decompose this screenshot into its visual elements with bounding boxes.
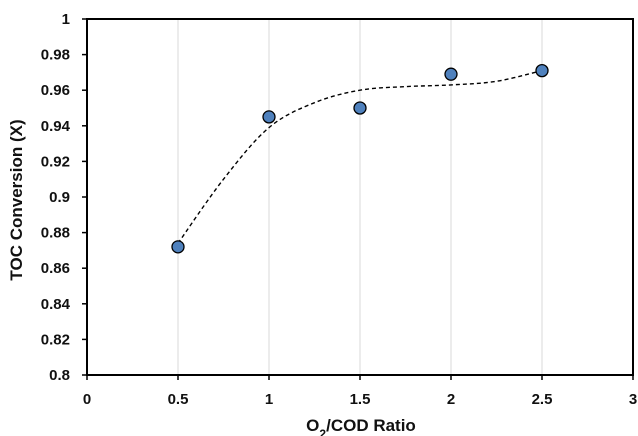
y-tick-label: 0.96 <box>41 82 70 99</box>
data-point <box>444 67 458 81</box>
data-point <box>535 63 549 78</box>
y-tick-label: 0.88 <box>41 225 70 242</box>
x-tick-label: 2 <box>447 391 455 408</box>
y-tick-label: 1 <box>62 11 70 28</box>
data-point <box>262 110 276 124</box>
x-tick-label: 0.5 <box>168 391 189 408</box>
y-tick-label: 0.98 <box>41 47 70 64</box>
data-point <box>171 240 185 254</box>
x-tick-label: 0 <box>83 391 91 408</box>
trendline <box>177 69 543 244</box>
x-tick-label: 1 <box>265 391 273 408</box>
y-tick-label: 0.92 <box>41 153 70 170</box>
x-axis-tick-labels: 0 0.5 1 1.5 2 2.5 3 <box>83 391 637 408</box>
x-axis-title-main: O <box>306 416 319 435</box>
x-tick-label: 2.5 <box>532 391 553 408</box>
x-axis-title: O2/COD Ratio <box>306 416 416 436</box>
y-tick-label: 0.9 <box>49 189 70 206</box>
x-axis-title-subscript: 2 <box>319 427 326 436</box>
plot-area-frame <box>86 18 634 376</box>
y-axis-tick-labels: 0.8 0.82 0.84 0.86 0.88 0.9 0.92 0.94 0.96 0.98 1 <box>41 11 71 384</box>
y-tick-label: 0.82 <box>41 331 70 348</box>
x-tick-label: 1.5 <box>350 391 371 408</box>
y-tick-label: 0.94 <box>41 118 71 135</box>
y-tick-label: 0.86 <box>41 260 70 277</box>
data-point <box>353 101 367 115</box>
x-axis-title-rest: /COD Ratio <box>326 416 416 435</box>
y-tick-label: 0.8 <box>49 367 70 384</box>
y-tick-label: 0.84 <box>41 296 71 313</box>
y-axis-title: TOC Conversion (X) <box>7 119 26 280</box>
grid-lines <box>177 19 543 375</box>
x-tick-label: 3 <box>629 391 637 408</box>
data-points <box>171 63 549 254</box>
